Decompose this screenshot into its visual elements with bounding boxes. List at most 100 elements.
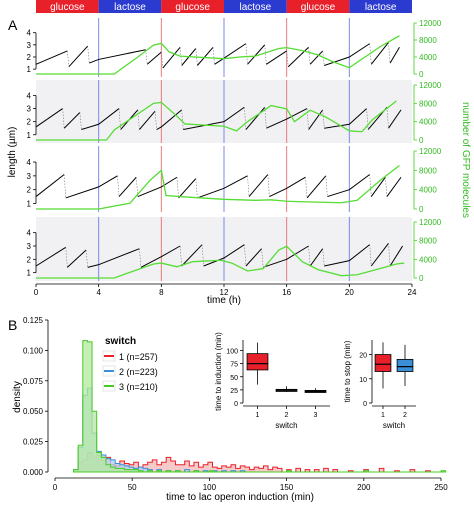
length-tick-label: 2 <box>27 186 32 195</box>
panel-a-y-label: length (µm) <box>7 127 18 178</box>
cell-length-trace <box>245 248 262 267</box>
cell-length-trace <box>306 175 327 199</box>
division-link <box>154 111 157 130</box>
cell-length-trace <box>308 109 324 130</box>
panel-a-x-label: time (h) <box>207 295 241 306</box>
inset-x-tick-label: 2 <box>285 412 289 419</box>
cell-length-trace <box>139 110 156 130</box>
gfp-tick-label: 8000 <box>419 237 437 246</box>
panel-a-y2-label: number of GFP molecules <box>460 102 471 218</box>
inset-time-to-induction: 0 25 50 75 100 1 2 3 switch time to induction (mi… <box>214 332 330 430</box>
division-link <box>62 108 65 129</box>
division-link <box>267 174 270 197</box>
cell-length-trace <box>140 245 181 268</box>
x-tick-label: 16 <box>282 288 291 297</box>
division-link <box>117 175 120 197</box>
panel-a-x-axis: 0 4 8 12 16 20 24 <box>34 283 417 297</box>
division-link <box>261 248 264 268</box>
condition-block <box>286 0 350 13</box>
division-link <box>244 244 247 267</box>
inset-x-tick-label: 1 <box>381 412 385 419</box>
inset-y-tick-label: 20 <box>359 353 367 360</box>
division-link <box>139 248 142 268</box>
cell-length-trace <box>324 244 371 267</box>
hist-x-tick-label: 0 <box>53 483 58 492</box>
division-link <box>195 178 198 198</box>
division-link <box>388 243 391 267</box>
length-tick-label: 1 <box>27 131 32 140</box>
x-tick-label: 4 <box>96 288 101 297</box>
cell-length-trace <box>287 46 309 68</box>
length-tick-label: 1 <box>27 199 32 208</box>
condition-bar: glucose lactose glucose lactose glucose lacto… <box>36 0 412 13</box>
division-link <box>322 50 325 66</box>
cell-length-trace <box>247 44 266 65</box>
gfp-tick-label: 8000 <box>419 36 437 45</box>
cell-length-trace <box>178 178 197 199</box>
condition-block <box>161 0 224 13</box>
hist-y-tick-label: 0.075 <box>23 377 44 386</box>
box-body <box>374 354 392 372</box>
division-link <box>145 49 148 65</box>
cell-length-trace <box>183 106 245 131</box>
hist-series-3 <box>73 340 447 473</box>
inset-y-tick-label: 75 <box>230 362 238 369</box>
division-link <box>286 50 289 67</box>
cell-length-trace <box>35 108 63 128</box>
cell-length-trace <box>35 50 68 65</box>
x-tick-label: 24 <box>408 288 417 297</box>
hist-y-tick-label: 0.000 <box>23 468 44 477</box>
cell-length-trace <box>63 112 81 129</box>
box-body <box>246 353 269 371</box>
hist-x-tick-label: 200 <box>357 483 371 492</box>
division-link <box>118 108 121 130</box>
length-tick-label: 4 <box>27 158 32 167</box>
gfp-tick-label: 4000 <box>419 53 437 62</box>
hist-x-tick-label: 100 <box>203 483 217 492</box>
cell-length-trace <box>309 50 324 65</box>
cell-length-trace <box>266 108 308 129</box>
gfp-tick-label: 0 <box>419 136 424 145</box>
cell-length-trace <box>269 176 306 198</box>
cell-length-trace <box>263 245 309 268</box>
condition-label: glucose <box>175 2 210 13</box>
length-tick-label: 3 <box>27 41 32 50</box>
condition-block <box>224 0 287 13</box>
division-link <box>366 108 369 130</box>
division-link <box>386 107 389 129</box>
inset-y-tick-label: 10 <box>359 377 367 384</box>
length-tick-label: 4 <box>27 29 32 38</box>
condition-label: lactose <box>114 2 146 13</box>
hist-series-1 <box>77 452 431 473</box>
gfp-tick-label: 4000 <box>419 186 437 195</box>
inset-x-label: switch <box>275 421 297 430</box>
inset-y-tick-label: 25 <box>230 388 238 395</box>
cell-length-trace <box>65 175 118 199</box>
cell-length-trace <box>87 248 140 268</box>
division-link <box>201 244 204 267</box>
gfp-trace <box>36 100 397 141</box>
cell-length-trace <box>389 47 400 64</box>
cell-length-trace <box>388 109 402 129</box>
gfp-tick-label: 4000 <box>419 118 437 127</box>
gfp-tick-label: 12000 <box>419 19 442 28</box>
length-tick-label: 3 <box>27 172 32 181</box>
x-tick-label: 12 <box>220 288 229 297</box>
length-tick-label: 2 <box>27 53 32 62</box>
cell-length-trace <box>309 248 324 267</box>
length-tick-label: 3 <box>27 242 32 251</box>
gfp-tick-label: 0 <box>419 274 424 283</box>
division-link <box>65 247 68 268</box>
length-tick-label: 1 <box>27 269 32 278</box>
inset-y-label: time to induction (min) <box>214 332 223 411</box>
panel-b-x-label: time to lac operon induction (min) <box>166 492 314 503</box>
hist-x-tick-label: 50 <box>128 483 137 492</box>
cell-length-trace <box>197 175 248 199</box>
division-link <box>244 107 247 130</box>
cell-length-trace <box>248 174 269 197</box>
condition-label: lactose <box>365 2 397 13</box>
gfp-tick-label: 8000 <box>419 166 437 175</box>
division-link <box>176 177 179 198</box>
inset-y-tick-label: 50 <box>230 375 238 382</box>
